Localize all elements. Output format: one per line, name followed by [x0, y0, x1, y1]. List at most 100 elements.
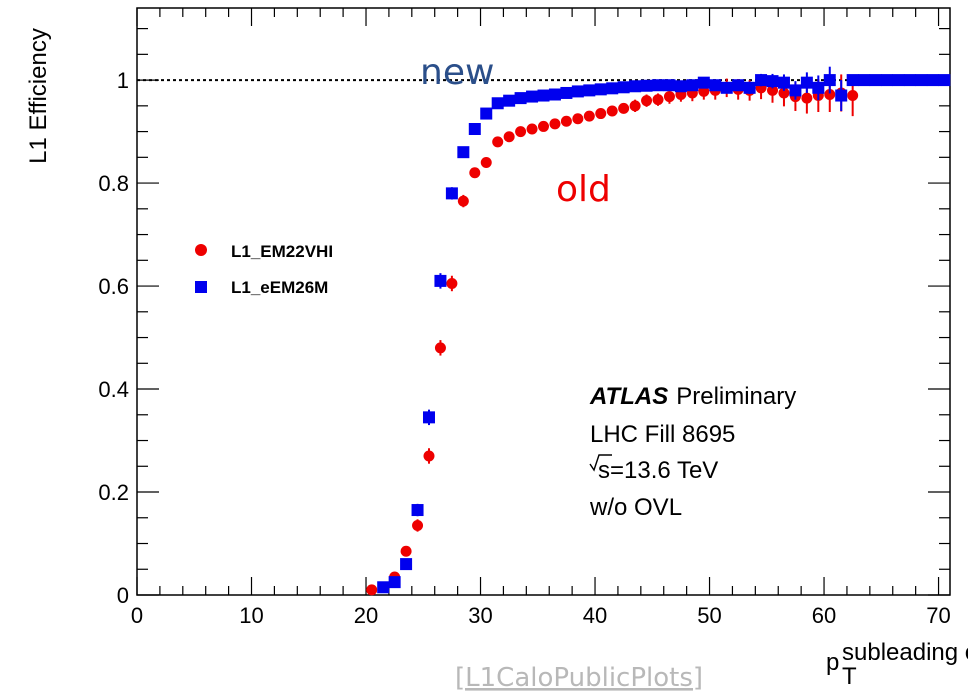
- data-point: [938, 74, 951, 87]
- data-point: [720, 81, 733, 94]
- data-point: [515, 126, 527, 138]
- data-point: [491, 97, 504, 110]
- data-point: [422, 411, 435, 424]
- data-point: [572, 113, 584, 125]
- energy-label: s=13.6 TeV: [589, 454, 718, 484]
- legend: L1_EM22VHI L1_eEM26M: [195, 242, 333, 297]
- data-point: [755, 74, 768, 87]
- data-point: [698, 85, 710, 97]
- atlas-label: ATLAS: [589, 383, 668, 410]
- data-point: [560, 115, 572, 127]
- data-point: [824, 89, 836, 101]
- data-point: [583, 110, 595, 122]
- data-point: [903, 74, 916, 87]
- legend-marker-eem26m: [195, 281, 207, 293]
- annotation-old: old: [556, 169, 611, 210]
- data-point: [423, 450, 435, 462]
- data-point: [823, 74, 836, 87]
- data-point: [686, 79, 699, 92]
- source-link[interactable]: [L1CaloPublicPlots]: [455, 663, 703, 691]
- data-series: [366, 66, 951, 596]
- data-point: [778, 87, 790, 99]
- data-point: [366, 584, 378, 596]
- data-point: [595, 108, 607, 120]
- data-point: [926, 74, 939, 87]
- x-tick-label: 20: [354, 603, 378, 628]
- data-point: [583, 84, 596, 97]
- x-axis-title: p T subleading e: [826, 639, 968, 690]
- x-tick-label: 60: [812, 603, 836, 628]
- data-point: [641, 95, 653, 107]
- data-point: [732, 79, 745, 92]
- data-point: [445, 187, 458, 200]
- data-point: [503, 94, 516, 107]
- data-point: [617, 81, 630, 94]
- data-point: [606, 82, 619, 95]
- x-axis-title-superscript: subleading e: [842, 639, 968, 666]
- data-point: [434, 342, 446, 354]
- data-point: [606, 105, 618, 117]
- atlas-label-block: ATLAS Preliminary LHC Fill 8695 s=13.6 Te…: [589, 383, 796, 521]
- series-l1-eem26m: [377, 66, 951, 594]
- data-point: [526, 90, 539, 103]
- data-point: [514, 92, 527, 105]
- data-point: [538, 120, 549, 132]
- data-point: [412, 519, 424, 531]
- ovl-label: w/o OVL: [589, 494, 682, 521]
- data-point: [652, 79, 665, 92]
- data-point: [869, 74, 882, 87]
- x-tick-label: 40: [583, 603, 607, 628]
- x-axis-title-p: p: [826, 649, 839, 676]
- data-point: [446, 277, 458, 289]
- data-point: [835, 89, 848, 102]
- data-point: [789, 84, 802, 97]
- y-tick-label: 0.2: [98, 480, 129, 505]
- x-axis-title-subscript: T: [842, 663, 857, 690]
- data-point: [800, 76, 813, 89]
- legend-label-em22vhi: L1_EM22VHI: [231, 242, 333, 261]
- data-point: [766, 75, 779, 88]
- data-point: [434, 274, 447, 287]
- data-point: [858, 74, 871, 87]
- data-point: [915, 74, 928, 87]
- energy-root: s: [598, 457, 610, 484]
- y-tick-label: 0.8: [98, 171, 129, 196]
- legend-label-eem26m: L1_eEM26M: [231, 278, 328, 297]
- y-tick-label: 0.6: [98, 274, 129, 299]
- data-point: [468, 123, 481, 136]
- y-tick-label: 0.4: [98, 377, 129, 402]
- data-point: [881, 74, 894, 87]
- data-point: [400, 558, 413, 571]
- y-axis-title: L1 Efficiency: [25, 28, 52, 164]
- data-point: [480, 156, 492, 168]
- lhc-fill-label: LHC Fill 8695: [590, 421, 735, 448]
- x-tick-label: 70: [926, 603, 950, 628]
- x-tick-labels: 0 10 20 30 40 50 60 70: [131, 603, 951, 628]
- atlas-preliminary: ATLAS Preliminary: [589, 383, 796, 410]
- data-point: [571, 85, 584, 98]
- data-point: [457, 195, 469, 207]
- annotation-new: new: [420, 52, 494, 93]
- data-point: [697, 76, 710, 89]
- data-point: [777, 76, 790, 89]
- data-point: [629, 100, 641, 112]
- data-point: [549, 118, 561, 130]
- data-point: [663, 91, 675, 103]
- data-point: [388, 576, 401, 589]
- x-tick-label: 10: [239, 603, 263, 628]
- data-point: [743, 81, 756, 94]
- data-point: [767, 84, 779, 96]
- preliminary-label: Preliminary: [676, 383, 796, 410]
- data-point: [847, 90, 859, 102]
- energy-value: =13.6 TeV: [610, 457, 718, 484]
- y-tick-label: 0: [117, 583, 129, 608]
- data-point: [663, 79, 676, 92]
- energy-text: s=13.6 TeV: [598, 457, 718, 484]
- data-point: [469, 167, 481, 179]
- data-point: [411, 504, 424, 517]
- data-point: [892, 74, 905, 87]
- data-point: [480, 107, 493, 120]
- data-point: [492, 136, 504, 148]
